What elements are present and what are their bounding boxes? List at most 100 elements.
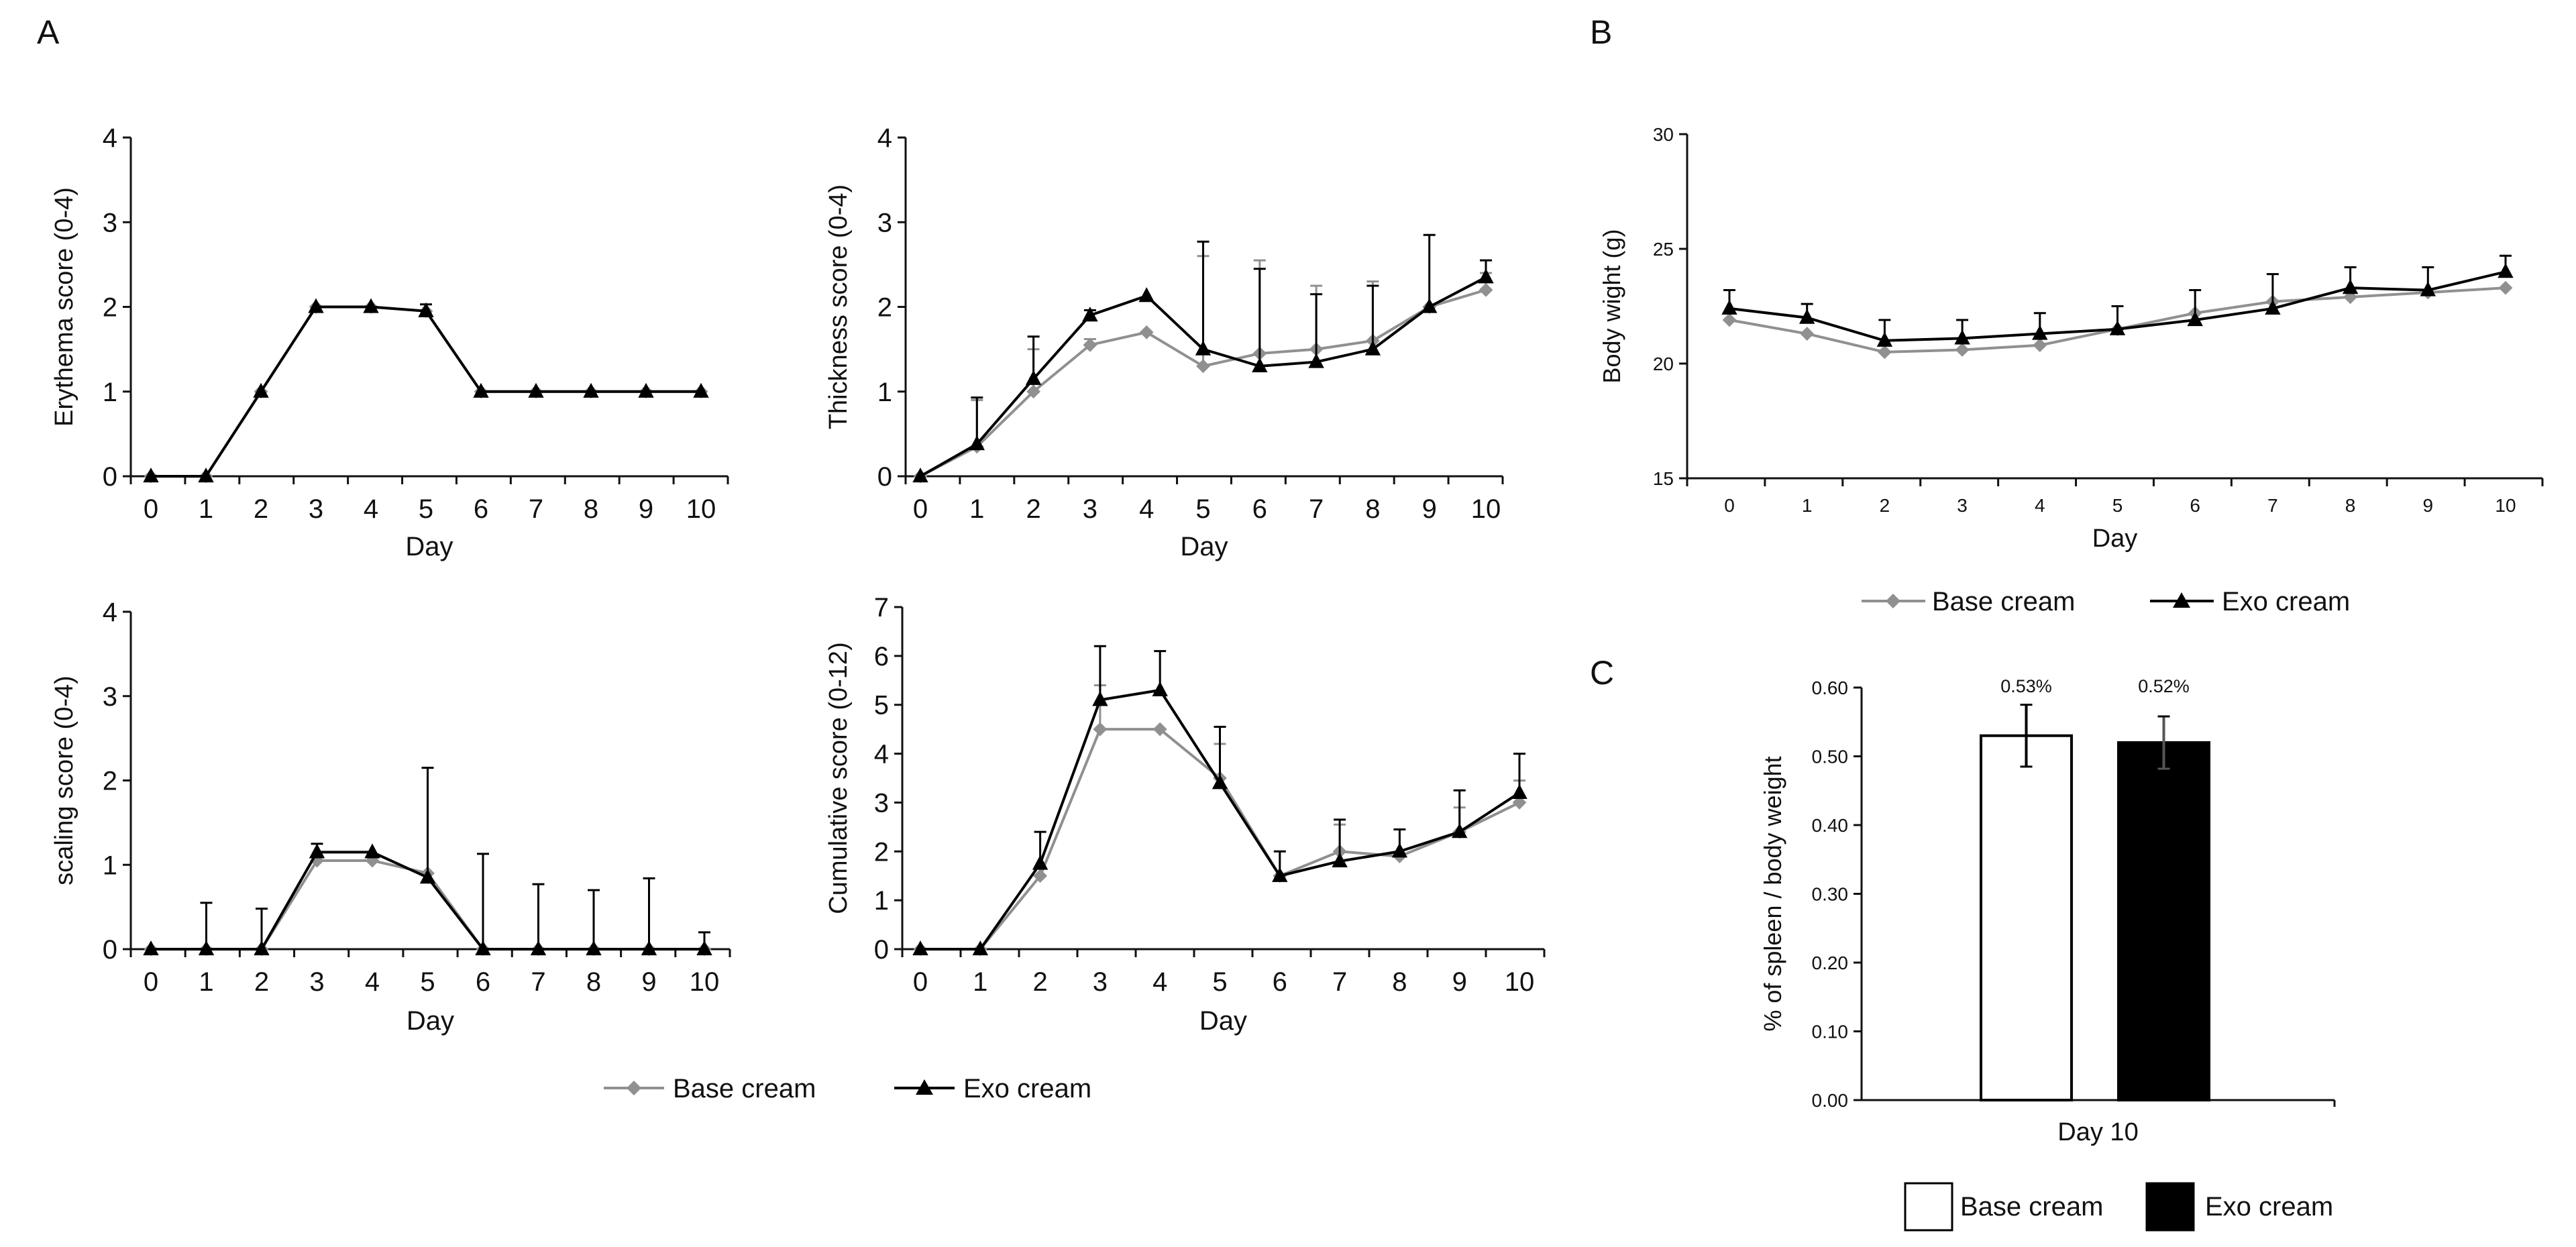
thickness-ytick-label-2: 2	[877, 293, 892, 323]
legend-c-exo-swatch	[2145, 1182, 2195, 1232]
bodyweight-xtick-label-10: 10	[2495, 495, 2516, 516]
erythema-ytick-label-3: 3	[103, 208, 117, 237]
scaling-x-axis-title: Day	[407, 1006, 454, 1036]
legend-a: Base cream Exo cream	[604, 1074, 1091, 1103]
erythema-xtick-label-10: 10	[686, 494, 716, 524]
erythema-exo-point-10	[693, 382, 709, 398]
thickness-xtick-label-0: 0	[913, 494, 928, 524]
cumulative-xtick-label-4: 4	[1152, 967, 1167, 997]
thickness-exo-point-8	[1364, 340, 1381, 356]
cumulative-ytick-label-1: 1	[874, 886, 889, 916]
thickness-xtick-label-2: 2	[1026, 494, 1040, 524]
cumulative-y-axis-title: Cumulative score (0-12)	[824, 642, 853, 914]
legend-c-exo-label: Exo cream	[2205, 1192, 2333, 1222]
spleen-ytick-label-0: 0.00	[1812, 1090, 1849, 1111]
erythema-xtick-label-3: 3	[309, 494, 323, 524]
scaling-xtick-label-8: 8	[586, 967, 601, 997]
scaling-exo-point-6	[475, 940, 491, 956]
bodyweight-base-point-8	[2343, 290, 2357, 305]
cumulative-xtick-label-8: 8	[1392, 967, 1407, 997]
thickness-exo-point-2	[1025, 370, 1042, 385]
scaling-exo-point-10	[696, 940, 712, 956]
bodyweight-exo-point-10	[2498, 263, 2514, 278]
cumulative-xtick-label-0: 0	[913, 967, 928, 997]
thickness-ytick-label-4: 4	[877, 123, 892, 153]
cumulative-exo-point-1	[972, 940, 988, 956]
bodyweight-xtick-label-7: 7	[2267, 495, 2278, 516]
bodyweight-base-point-2	[1878, 345, 1892, 360]
bodyweight-xtick-label-1: 1	[1802, 495, 1813, 516]
legend-c-base-swatch	[1904, 1182, 1953, 1232]
scaling-xtick-label-10: 10	[690, 967, 720, 997]
bodyweight-ytick-label-0: 15	[1653, 468, 1674, 489]
thickness-exo-point-5	[1195, 340, 1212, 356]
spleen-exo-value-label: 0.52%	[2138, 676, 2190, 696]
spleen-base-value-label: 0.53%	[2000, 676, 2052, 696]
cumulative-ytick-label-4: 4	[874, 740, 889, 769]
cumulative-exo-point-6	[1272, 867, 1288, 882]
scaling-ytick-label-2: 2	[103, 767, 117, 796]
cumulative-exo-point-0	[912, 940, 928, 956]
thickness-exo-point-3	[1082, 307, 1098, 322]
erythema-exo-point-2	[253, 382, 269, 398]
thickness-base-point-2	[1026, 384, 1040, 399]
scaling-ytick-label-0: 0	[103, 935, 117, 965]
legend-a-base-label: Base cream	[673, 1074, 816, 1103]
spleen-ytick-label-4: 0.40	[1812, 815, 1849, 836]
thickness-exo-point-0	[912, 468, 928, 483]
cumulative-xtick-label-7: 7	[1332, 967, 1347, 997]
thickness-exo-point-9	[1421, 298, 1438, 313]
legend-c: Base cream Exo cream	[1904, 1182, 2333, 1232]
scaling-exo-point-2	[254, 940, 270, 956]
bodyweight-exo-point-7	[2265, 299, 2281, 315]
scaling-xtick-label-3: 3	[309, 967, 324, 997]
bodyweight-exo-point-8	[2342, 279, 2359, 294]
thickness-xtick-label-1: 1	[969, 494, 984, 524]
legend-a-base-diamond-icon	[627, 1081, 641, 1095]
erythema-xtick-label-8: 8	[584, 494, 598, 524]
scaling-y-axis-title: scaling score (0-4)	[50, 675, 78, 885]
erythema-exo-line	[151, 305, 701, 478]
erythema-exo-point-0	[143, 468, 159, 483]
cumulative-base-point-2	[1033, 869, 1047, 883]
cumulative-exo-point-9	[1452, 823, 1468, 838]
cumulative-base-point-4	[1152, 722, 1167, 737]
cumulative-ytick-label-5: 5	[874, 691, 889, 720]
cumulative-x-axis-title: Day	[1199, 1006, 1247, 1036]
bodyweight-xtick-label-4: 4	[2035, 495, 2045, 516]
spleen-y-axis-title: % of spleen / body weight	[1759, 756, 1786, 1031]
scaling-chart: 0 1 2 3 4 0 1 2 3 4 5 6 7 8 9 10 Day scaling score (0-4)	[50, 598, 731, 1036]
erythema-xtick-label-4: 4	[364, 494, 378, 524]
thickness-exo-point-10	[1478, 268, 1494, 284]
bodyweight-y-axis-title: Body wight (g)	[1598, 229, 1625, 383]
thickness-ytick-label-0: 0	[877, 462, 892, 492]
bodyweight-xtick-label-9: 9	[2423, 495, 2434, 516]
bodyweight-xtick-label-6: 6	[2190, 495, 2200, 516]
cumulative-exo-point-4	[1152, 681, 1168, 696]
bodyweight-ytick-label-3: 30	[1653, 124, 1674, 145]
cumulative-base-point-3	[1093, 722, 1108, 737]
scaling-xtick-label-7: 7	[531, 967, 545, 997]
spleen-ytick-label-5: 0.50	[1812, 747, 1849, 767]
legend-b: Base cream Exo cream	[1862, 587, 2350, 616]
erythema-ytick-label-2: 2	[103, 293, 117, 323]
thickness-xtick-label-4: 4	[1139, 494, 1154, 524]
panel-label-c: C	[1590, 654, 1614, 692]
cumulative-xtick-label-2: 2	[1032, 967, 1047, 997]
scaling-exo-point-9	[641, 940, 657, 956]
erythema-exo-point-4	[363, 298, 379, 313]
scaling-exo-point-3	[309, 843, 325, 859]
cumulative-exo-point-5	[1212, 774, 1228, 790]
bodyweight-base-point-3	[1955, 343, 1970, 357]
bodyweight-base-point-10	[2498, 280, 2513, 295]
legend-b-exo-triangle-icon	[2173, 592, 2190, 608]
bodyweight-exo-point-3	[1954, 329, 1970, 345]
scaling-exo-point-4	[364, 843, 380, 859]
erythema-exo-point-1	[198, 468, 214, 483]
thickness-xtick-label-8: 8	[1365, 494, 1380, 524]
bodyweight-exo-point-0	[1721, 299, 1737, 315]
scaling-xtick-label-4: 4	[365, 967, 380, 997]
scaling-base-point-4	[365, 853, 380, 868]
thickness-exo-point-6	[1252, 357, 1268, 372]
